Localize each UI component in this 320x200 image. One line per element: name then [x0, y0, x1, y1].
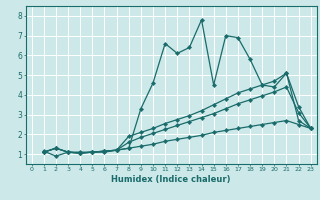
X-axis label: Humidex (Indice chaleur): Humidex (Indice chaleur) — [111, 175, 231, 184]
